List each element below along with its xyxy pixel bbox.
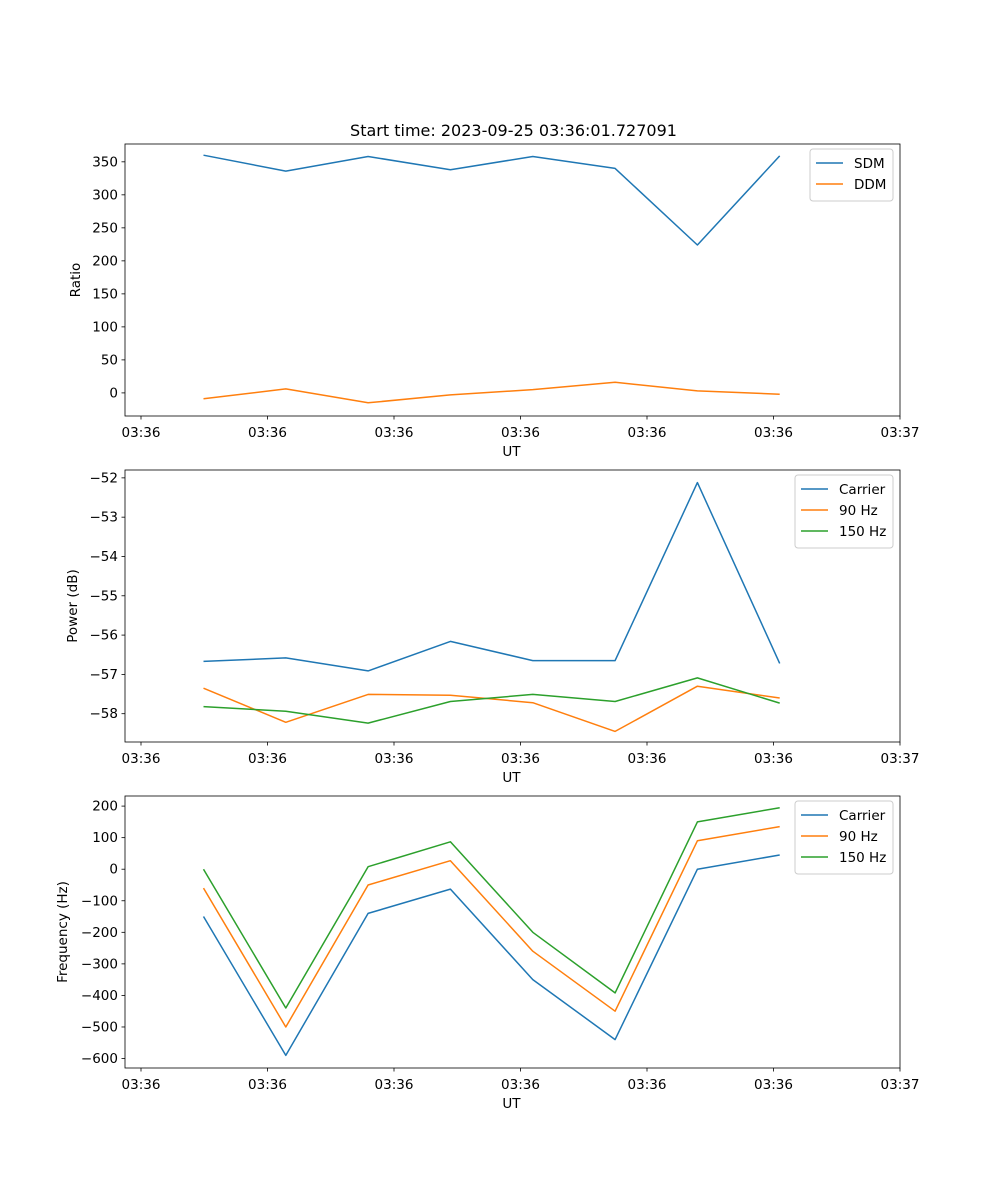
legend-box	[794, 474, 894, 549]
series-line-150-hz	[202, 806, 780, 1009]
x-tick-label: 03:37	[881, 425, 920, 441]
x-tick-label: 03:36	[375, 1077, 414, 1093]
y-tick-label: 0	[109, 385, 118, 401]
y-tick-label: 200	[92, 799, 118, 815]
legend-label: 90 Hz	[839, 829, 878, 845]
x-tick-label: 03:36	[501, 425, 540, 441]
x-tick-label: 03:36	[375, 425, 414, 441]
x-tick-label: 03:36	[501, 1077, 540, 1093]
x-tick-label: 03:36	[754, 1077, 793, 1093]
y-tick-label: 100	[92, 830, 118, 846]
axes-frame	[124, 469, 901, 743]
x-tick-label: 03:36	[122, 1077, 161, 1093]
series-line-ddm	[203, 381, 780, 404]
legend: Carrier 90 Hz 150 Hz	[794, 474, 894, 549]
y-tick-label: −500	[81, 1019, 118, 1035]
y-tick-label: −56	[90, 628, 119, 644]
y-tick-label: 300	[92, 187, 118, 203]
x-tick-label: 03:36	[248, 1077, 287, 1093]
legend-label: Carrier	[839, 808, 886, 824]
chart-panel-3: −600 −500 −400 −300 −200 −100 0 100 200 03:36 03:3…	[55, 795, 920, 1112]
y-tick-label: −58	[90, 706, 119, 722]
legend: SDM DDM	[809, 148, 894, 202]
legend-label: 150 Hz	[839, 850, 886, 866]
x-axis-label: UT	[502, 444, 521, 460]
y-tick-label: −55	[90, 588, 119, 604]
y-tick-label: −53	[90, 510, 119, 526]
x-tick-label: 03:36	[122, 751, 161, 767]
x-tick-label: 03:36	[754, 425, 793, 441]
y-tick-label: 150	[92, 286, 118, 302]
chart-panel-1: 0 50 100 150 200 250 300 350 03:36 03:36 03:36 03:3…	[68, 121, 919, 460]
x-tick-label: 03:36	[628, 1077, 667, 1093]
x-tick-label: 03:36	[248, 425, 287, 441]
series-line-90-hz	[203, 685, 780, 733]
x-tick-label: 03:36	[375, 751, 414, 767]
x-tick-label: 03:36	[754, 751, 793, 767]
axes-frame	[124, 143, 901, 417]
x-tick-label: 03:36	[628, 751, 667, 767]
y-tick-label: −600	[81, 1051, 118, 1067]
y-tick-label: −52	[90, 470, 119, 486]
y-tick-label: 350	[92, 154, 118, 170]
y-tick-label: 250	[92, 220, 118, 236]
legend-label: Carrier	[839, 482, 886, 498]
chart-title: Start time: 2023-09-25 03:36:01.727091	[350, 121, 677, 140]
y-tick-label: −300	[81, 956, 118, 972]
y-tick-label: −100	[81, 893, 118, 909]
chart-panel-2: −58 −57 −56 −55 −54 −53 −52 03:36 03:36 03:36 03:3…	[65, 469, 920, 786]
series-line-90-hz	[202, 825, 780, 1028]
y-axis-label: Frequency (Hz)	[55, 881, 71, 983]
legend: Carrier 90 Hz 150 Hz	[794, 800, 894, 875]
y-axis-label: Ratio	[68, 263, 84, 298]
legend-label: SDM	[854, 156, 885, 172]
legend-box	[809, 148, 894, 202]
y-tick-label: −54	[90, 549, 119, 565]
y-tick-label: −57	[90, 667, 119, 683]
y-axis-label: Power (dB)	[65, 569, 81, 642]
legend-box	[794, 800, 894, 875]
x-tick-label: 03:37	[881, 1077, 920, 1093]
series-line-carrier	[202, 854, 780, 1057]
y-tick-label: −200	[81, 925, 118, 941]
x-axis-label: UT	[502, 770, 521, 786]
y-tick-label: 100	[92, 319, 118, 335]
legend-label: 150 Hz	[839, 524, 886, 540]
x-tick-label: 03:36	[248, 751, 287, 767]
series-line-sdm	[203, 154, 781, 246]
y-tick-label: 50	[101, 352, 118, 368]
legend-label: 90 Hz	[839, 503, 878, 519]
series-line-150-hz	[203, 677, 780, 724]
y-tick-label: −400	[81, 988, 118, 1004]
x-tick-label: 03:36	[628, 425, 667, 441]
x-tick-label: 03:36	[501, 751, 540, 767]
legend-label: DDM	[854, 177, 886, 193]
y-tick-label: 0	[109, 862, 118, 878]
x-tick-label: 03:36	[122, 425, 161, 441]
series-line-carrier	[203, 481, 781, 672]
y-tick-label: 200	[92, 253, 118, 269]
x-tick-label: 03:37	[881, 751, 920, 767]
x-axis-label: UT	[502, 1096, 521, 1112]
